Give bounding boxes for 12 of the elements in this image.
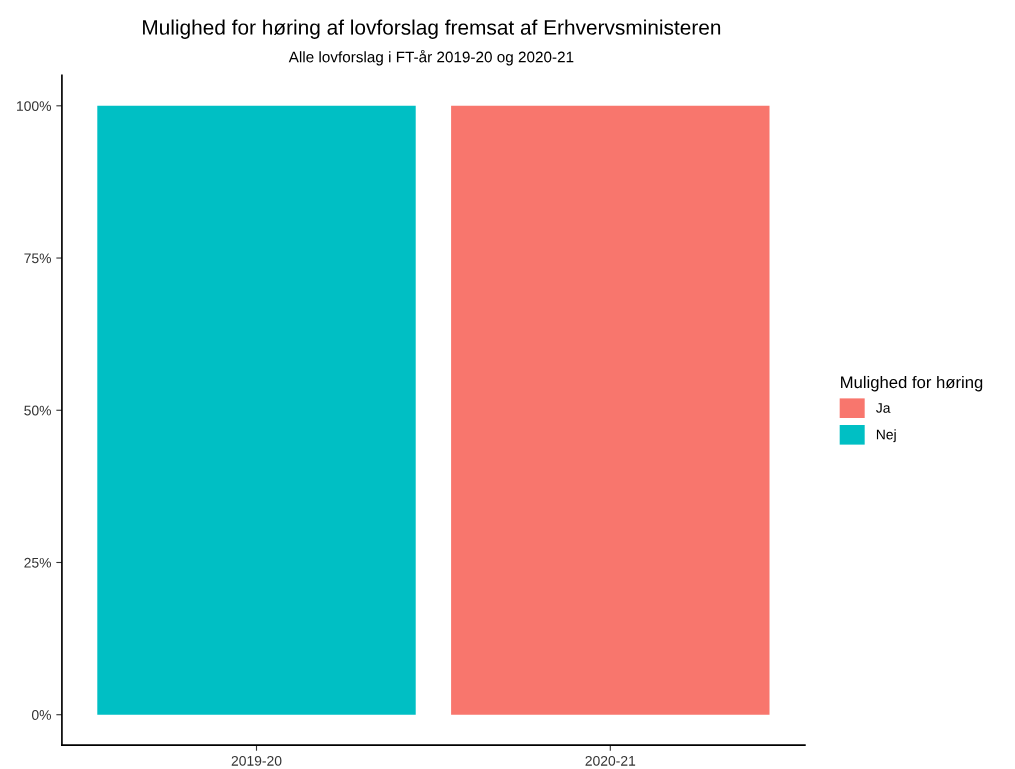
legend-title: Mulighed for høring: [841, 375, 983, 392]
y-tick-label: 75%: [24, 253, 52, 264]
x-tick-label: 2019-20: [231, 755, 282, 766]
y-tick-label: 0%: [31, 710, 51, 720]
x-tick-label: 2020-21: [585, 755, 636, 766]
y-tick-label: 100%: [17, 101, 52, 111]
y-tick-label: 50%: [24, 405, 52, 416]
chart-subtitle: Alle lovforslag i FT-år 2019-20 og 2020-21: [288, 49, 574, 66]
legend-label: Nej: [876, 429, 896, 443]
chart-title: Mulighed for høring af lovforslag fremsat af Erhvervsministeren: [143, 19, 721, 39]
y-tick-label: 25%: [24, 557, 52, 568]
legend-label: Ja: [876, 403, 891, 413]
